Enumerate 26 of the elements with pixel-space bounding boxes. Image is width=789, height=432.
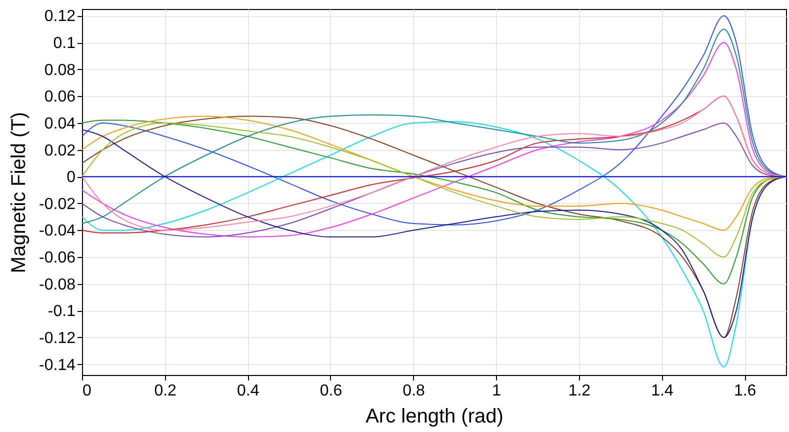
x-tick-label: 0.4 — [237, 382, 260, 400]
x-tick-label: 0.8 — [402, 382, 426, 400]
x-tick-label: 1 — [492, 382, 502, 400]
y-tick-label: 0.06 — [44, 88, 76, 106]
y-tick-label: -0.14 — [39, 356, 76, 374]
y-tick-label: -0.02 — [39, 196, 76, 213]
y-tick-label: 0.1 — [53, 35, 76, 52]
y-tick-label: 0 — [66, 169, 76, 186]
x-tick-label: 0.2 — [154, 382, 177, 400]
y-axis-title: Magnetic Field (T) — [8, 112, 30, 274]
y-tick-label: -0.04 — [39, 222, 76, 240]
x-tick-label: 1.4 — [651, 382, 674, 400]
x-tick-label: 1.2 — [568, 382, 591, 400]
y-tick-label: -0.12 — [39, 330, 76, 347]
y-tick-label: -0.1 — [48, 303, 76, 320]
y-tick-label: 0.04 — [44, 115, 76, 132]
x-tick-label: 1.6 — [734, 382, 756, 400]
line-series — [82, 122, 786, 258]
x-tick-label: 0 — [82, 382, 92, 400]
x-axis-title: Arc length (rad) — [366, 406, 504, 428]
y-tick-label: -0.08 — [39, 276, 76, 294]
y-tick-label: 0.12 — [44, 8, 76, 26]
y-tick-label: -0.06 — [39, 250, 76, 267]
x-tick-label: 0.6 — [320, 382, 342, 400]
y-tick-label: 0.02 — [44, 142, 76, 160]
y-tick-label: 0.08 — [44, 62, 76, 79]
